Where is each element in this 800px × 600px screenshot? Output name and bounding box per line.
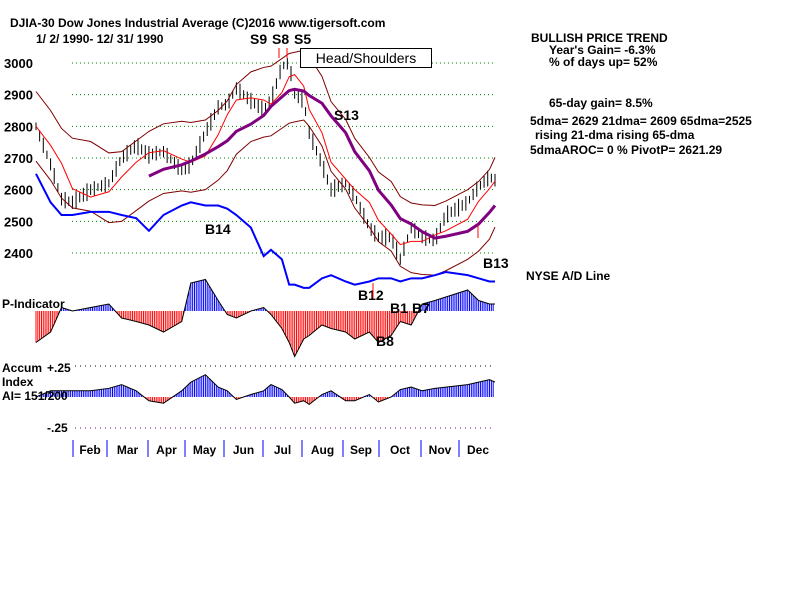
month-label-sep: Sep (350, 443, 372, 457)
ad-line-label: NYSE A/D Line (526, 269, 611, 283)
month-label-mar: Mar (117, 443, 139, 457)
signal-s8: S8 (272, 31, 289, 47)
y-tick-label: 2700 (4, 151, 33, 166)
signal-b7: B7 (412, 300, 430, 316)
signal-s9: S9 (250, 31, 267, 47)
ma-21-line (35, 74, 496, 246)
month-label-may: May (193, 443, 217, 457)
years-gain: Year's Gain= -6.3% (549, 43, 656, 57)
month-label-dec: Dec (467, 443, 489, 457)
lower-band (35, 119, 496, 276)
y-tick-label: 2900 (4, 88, 33, 103)
y-tick-label: 2500 (4, 214, 33, 229)
upper-band (35, 49, 496, 207)
month-label-jun: Jun (233, 443, 254, 457)
signal-b14: B14 (205, 221, 231, 237)
plus-25-label: +.25 (47, 361, 71, 375)
index-label: Index (2, 375, 34, 389)
aroc-pivot: 5dmaAROC= 0 % PivotP= 2621.29 (530, 143, 723, 157)
month-label-aug: Aug (311, 443, 334, 457)
signal-b13: B13 (483, 255, 509, 271)
minus-25-label: -.25 (47, 421, 68, 435)
chart-title: DJIA-30 Dow Jones Industrial Average (C)… (10, 16, 386, 30)
signal-s13: S13 (334, 107, 359, 123)
month-label-nov: Nov (429, 443, 452, 457)
month-label-jul: Jul (274, 443, 291, 457)
signal-b1: B1 (390, 300, 408, 316)
p-indicator-label: P-Indicator (2, 297, 65, 311)
signal-b12: B12 (358, 287, 384, 303)
y-tick-label: 2800 (4, 119, 33, 134)
signal-b8: B8 (376, 333, 394, 349)
trend-label: BULLISH PRICE TREND (531, 31, 668, 45)
ma-65-line (148, 87, 497, 240)
y-tick-label: 2600 (4, 183, 33, 198)
month-label-feb: Feb (79, 443, 100, 457)
y-tick-label: 3000 (4, 56, 33, 71)
ai-label: AI= 151/200 (2, 389, 68, 403)
p-indicator-line (35, 278, 495, 358)
accum-label: Accum (2, 361, 43, 375)
ad-line (35, 173, 495, 289)
signal-s5: S5 (294, 31, 311, 47)
rising-text: rising 21-dma rising 65-dma (535, 128, 695, 142)
days-up: % of days up= 52% (549, 55, 658, 69)
month-label-apr: Apr (156, 443, 177, 457)
dma-values: 5dma= 2629 21dma= 2609 65dma=2525 (530, 114, 752, 128)
y-tick-label: 2400 (4, 246, 33, 261)
accum-line (35, 374, 496, 406)
gain-65: 65-day gain= 8.5% (549, 96, 653, 110)
head-shoulders-label: Head/Shoulders (300, 48, 432, 68)
date-range: 1/ 2/ 1990- 12/ 31/ 1990 (36, 32, 164, 46)
month-label-oct: Oct (390, 443, 410, 457)
